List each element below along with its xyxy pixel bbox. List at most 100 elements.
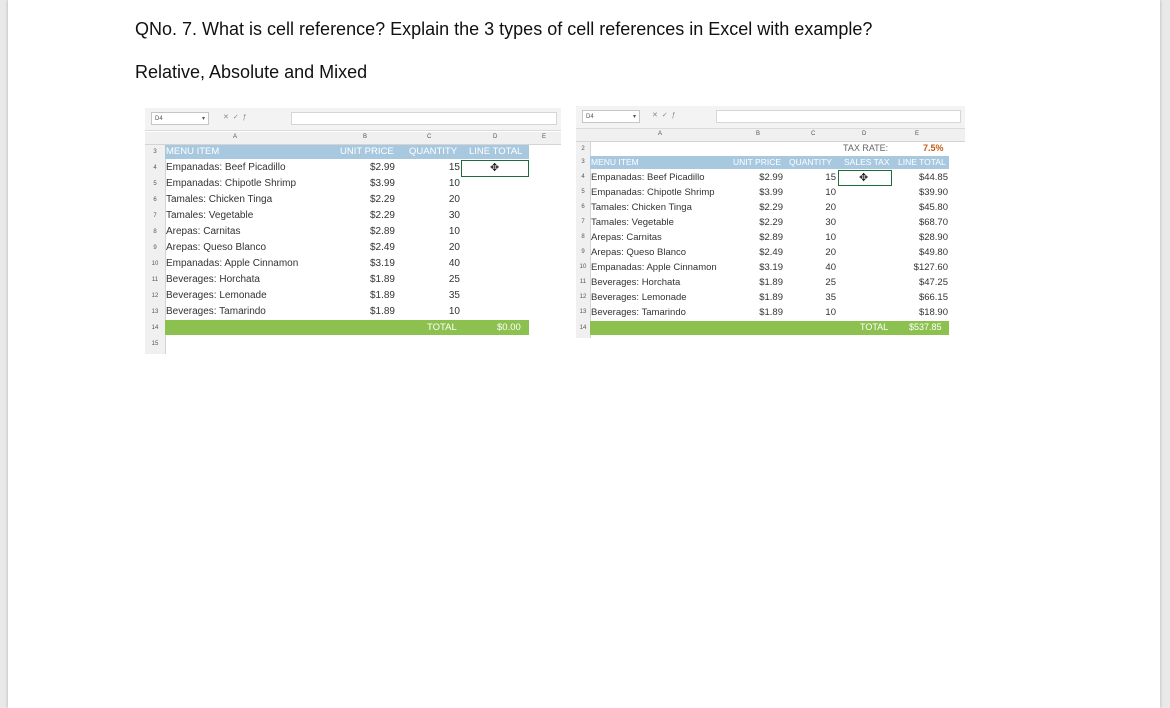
cell-price[interactable]: $2.49 xyxy=(759,247,783,258)
cell-qty[interactable]: 30 xyxy=(825,217,836,228)
cell-price[interactable]: $1.89 xyxy=(759,307,783,318)
cell-item[interactable]: Tamales: Chicken Tinga xyxy=(166,194,273,205)
cell-line-total[interactable]: $28.90 xyxy=(918,232,948,243)
cell-qty[interactable]: 20 xyxy=(448,242,460,253)
cell-item[interactable]: Empanadas: Chipotle Shrimp xyxy=(166,178,297,189)
cell-qty[interactable]: 15 xyxy=(448,162,460,173)
cell-item[interactable]: Tamales: Vegetable xyxy=(591,217,674,228)
col-letter-c[interactable]: C xyxy=(811,131,816,137)
total-value[interactable]: $0.00 xyxy=(497,322,521,333)
cell-qty[interactable]: 35 xyxy=(825,292,836,303)
cell-item[interactable]: Beverages: Horchata xyxy=(166,274,260,285)
cell-qty[interactable]: 10 xyxy=(448,306,460,317)
cell-price[interactable]: $3.99 xyxy=(369,178,395,189)
dropdown-arrow-icon[interactable]: ▾ xyxy=(201,116,205,122)
row-number[interactable]: 2 xyxy=(581,146,585,152)
cell-price[interactable]: $3.19 xyxy=(369,258,395,269)
cell-item[interactable]: Empanadas: Apple Cinnamon xyxy=(591,262,717,273)
fx-icon[interactable]: ƒ xyxy=(242,114,251,121)
cell-line-total[interactable]: $68.70 xyxy=(918,217,948,228)
cell-price[interactable]: $2.89 xyxy=(759,232,783,243)
dropdown-arrow-icon[interactable]: ▾ xyxy=(632,114,636,120)
cell-price[interactable]: $1.89 xyxy=(759,292,783,303)
cell-price[interactable]: $3.99 xyxy=(759,187,783,198)
row-number[interactable]: 11 xyxy=(579,279,587,285)
cell-item[interactable]: Arepas: Queso Blanco xyxy=(166,242,267,253)
cell-qty[interactable]: 30 xyxy=(448,210,460,221)
cell-qty[interactable]: 10 xyxy=(825,232,836,243)
cell-item[interactable]: Beverages: Horchata xyxy=(591,277,681,288)
cell-price[interactable]: $2.99 xyxy=(759,172,783,183)
cell-item[interactable]: Empanadas: Beef Picadillo xyxy=(166,162,286,173)
cell-price[interactable]: $1.89 xyxy=(369,274,395,285)
cell-qty[interactable]: 20 xyxy=(448,194,460,205)
cell-qty[interactable]: 10 xyxy=(448,178,460,189)
row-number[interactable]: 7 xyxy=(581,219,585,225)
cell-item[interactable]: Empanadas: Chipotle Shrimp xyxy=(591,187,715,198)
row-number[interactable]: 12 xyxy=(579,294,587,300)
cell-item[interactable]: Tamales: Vegetable xyxy=(166,210,254,221)
cell-qty[interactable]: 20 xyxy=(825,202,836,213)
check-icon[interactable]: ✓ xyxy=(661,112,672,119)
total-value[interactable]: $537.85 xyxy=(909,322,942,332)
row-number[interactable]: 3 xyxy=(581,159,585,165)
cell-line-total[interactable]: $39.90 xyxy=(918,187,948,198)
fx-icon[interactable]: ƒ xyxy=(671,112,680,119)
row-number[interactable]: 4 xyxy=(153,165,157,171)
cell-qty[interactable]: 25 xyxy=(825,277,836,288)
row-number[interactable]: 10 xyxy=(151,261,159,267)
cancel-x-icon[interactable]: ✕ xyxy=(223,114,233,121)
col-letter-a[interactable]: A xyxy=(233,134,238,140)
cell-line-total[interactable]: $45.80 xyxy=(918,202,948,213)
selected-cell-d4[interactable]: ✥ xyxy=(461,160,529,177)
row-number[interactable]: 3 xyxy=(153,149,157,155)
cell-price[interactable]: $1.89 xyxy=(369,306,395,317)
col-letter-e[interactable]: E xyxy=(915,131,920,137)
col-letter-d[interactable]: D xyxy=(493,134,498,140)
row-number[interactable]: 14 xyxy=(151,325,159,331)
cell-item[interactable]: Empanadas: Beef Picadillo xyxy=(591,172,705,183)
cell-qty[interactable]: 10 xyxy=(825,307,836,318)
col-letter-d[interactable]: D xyxy=(862,131,867,137)
col-letter-b[interactable]: B xyxy=(363,134,368,140)
formula-input[interactable] xyxy=(716,110,961,123)
row-number[interactable]: 11 xyxy=(151,277,159,283)
cell-qty[interactable]: 35 xyxy=(448,290,460,301)
formula-input[interactable] xyxy=(291,112,557,125)
col-letter-a[interactable]: A xyxy=(658,131,663,137)
row-number[interactable]: 5 xyxy=(581,189,585,195)
cell-item[interactable]: Empanadas: Apple Cinnamon xyxy=(166,258,299,269)
cell-line-total[interactable]: $44.85 xyxy=(918,172,948,183)
cell-qty[interactable]: 10 xyxy=(448,226,460,237)
row-number[interactable]: 7 xyxy=(153,213,157,219)
cell-price[interactable]: $2.89 xyxy=(369,226,395,237)
cell-line-total[interactable]: $18.90 xyxy=(918,307,948,318)
cell-price[interactable]: $2.29 xyxy=(759,202,783,213)
cell-item[interactable]: Beverages: Lemonade xyxy=(166,290,267,301)
row-number[interactable]: 9 xyxy=(153,245,157,251)
cell-qty[interactable]: 20 xyxy=(825,247,836,258)
cell-qty[interactable]: 10 xyxy=(825,187,836,198)
cell-price[interactable]: $2.49 xyxy=(369,242,395,253)
row-number[interactable]: 4 xyxy=(581,174,585,180)
cell-price[interactable]: $1.89 xyxy=(759,277,783,288)
cell-price[interactable]: $2.99 xyxy=(369,162,395,173)
cell-item[interactable]: Arepas: Carnitas xyxy=(166,226,241,237)
cell-price[interactable]: $1.89 xyxy=(369,290,395,301)
tax-rate-value[interactable]: 7.5% xyxy=(923,143,944,153)
cell-price[interactable]: $2.29 xyxy=(759,217,783,228)
col-letter-c[interactable]: C xyxy=(427,134,432,140)
name-box[interactable]: D4 ▾ xyxy=(582,110,640,123)
row-number[interactable]: 10 xyxy=(579,264,587,270)
cell-line-total[interactable]: $66.15 xyxy=(918,292,948,303)
check-icon[interactable]: ✓ xyxy=(232,114,243,121)
row-number[interactable]: 13 xyxy=(579,309,587,315)
row-number[interactable]: 9 xyxy=(581,249,585,255)
row-number[interactable]: 13 xyxy=(151,309,159,315)
name-box[interactable]: D4 ▾ xyxy=(151,112,209,125)
row-number[interactable]: 5 xyxy=(153,181,157,187)
cell-qty[interactable]: 15 xyxy=(825,172,836,183)
cell-price[interactable]: $3.19 xyxy=(759,262,783,273)
row-number[interactable]: 6 xyxy=(153,197,157,203)
cell-item[interactable]: Beverages: Tamarindo xyxy=(166,306,266,317)
